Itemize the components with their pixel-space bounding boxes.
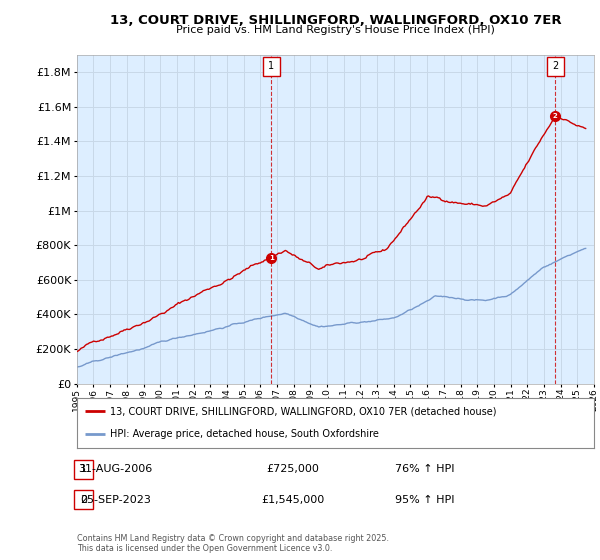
Text: Price paid vs. HM Land Registry's House Price Index (HPI): Price paid vs. HM Land Registry's House … [176, 25, 495, 35]
Text: 13, COURT DRIVE, SHILLINGFORD, WALLINGFORD, OX10 7ER: 13, COURT DRIVE, SHILLINGFORD, WALLINGFO… [110, 14, 561, 27]
Text: 05-SEP-2023: 05-SEP-2023 [80, 494, 151, 505]
Text: 1: 1 [269, 255, 274, 261]
Text: 2: 2 [552, 62, 559, 71]
Text: 31-AUG-2006: 31-AUG-2006 [79, 464, 153, 474]
FancyBboxPatch shape [263, 57, 280, 76]
Text: £725,000: £725,000 [266, 464, 319, 474]
Text: 95% ↑ HPI: 95% ↑ HPI [395, 494, 455, 505]
Text: 2: 2 [553, 113, 557, 119]
Text: 1: 1 [80, 464, 87, 474]
Text: HPI: Average price, detached house, South Oxfordshire: HPI: Average price, detached house, Sout… [110, 430, 379, 440]
Text: Contains HM Land Registry data © Crown copyright and database right 2025.
This d: Contains HM Land Registry data © Crown c… [77, 534, 389, 553]
Text: 2: 2 [80, 494, 87, 505]
Text: 1: 1 [268, 62, 275, 71]
Text: £1,545,000: £1,545,000 [261, 494, 325, 505]
Text: 13, COURT DRIVE, SHILLINGFORD, WALLINGFORD, OX10 7ER (detached house): 13, COURT DRIVE, SHILLINGFORD, WALLINGFO… [110, 406, 497, 416]
Text: 76% ↑ HPI: 76% ↑ HPI [395, 464, 455, 474]
FancyBboxPatch shape [547, 57, 564, 76]
